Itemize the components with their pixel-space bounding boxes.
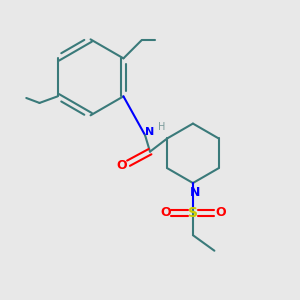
Text: O: O: [160, 206, 171, 219]
Text: N: N: [146, 127, 154, 137]
Text: O: O: [117, 159, 127, 172]
Text: S: S: [188, 206, 198, 220]
Text: N: N: [189, 186, 200, 199]
Text: O: O: [215, 206, 226, 219]
Text: H: H: [158, 122, 165, 132]
